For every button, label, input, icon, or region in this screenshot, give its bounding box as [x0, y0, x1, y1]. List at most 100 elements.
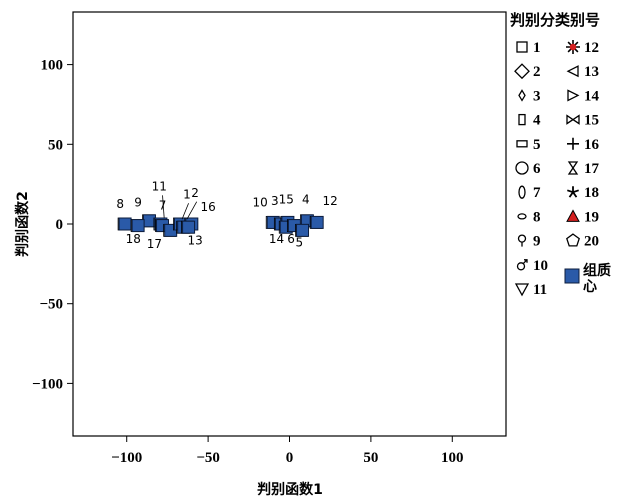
x-tick-label: −50: [196, 450, 220, 466]
point-label: 3: [271, 194, 279, 208]
legend-item: 12: [566, 40, 599, 56]
legend-label: 19: [584, 209, 599, 225]
triangle-down-icon: [514, 283, 530, 297]
point-label: 12: [323, 194, 338, 208]
small-diamond-icon: [518, 89, 526, 102]
point-label: 15: [279, 192, 294, 206]
female-symbol-icon: [517, 234, 527, 243]
x-axis: −100 −50 0 50 100: [111, 436, 464, 466]
legend-label: 17: [584, 161, 600, 177]
legend-item: 1: [516, 40, 541, 56]
legend: 判别分类别号 1234567891011121314151617181920组质…: [510, 11, 611, 298]
starburst-icon: [566, 40, 580, 54]
point-label: 13: [187, 234, 202, 248]
legend-item: 2: [514, 63, 541, 80]
legend-title: 判别分类别号: [510, 11, 600, 29]
point-label: 4: [302, 192, 310, 206]
legend-item: 19: [566, 209, 599, 225]
point-label: 1: [183, 187, 191, 201]
legend-label: 组质心: [583, 262, 611, 295]
starburst-center-icon: [569, 43, 577, 51]
wide-rectangle-icon: [516, 140, 528, 148]
square-icon: [516, 41, 528, 53]
horizontal-ellipse-icon: [517, 213, 527, 220]
centroid-legend-icon: [564, 268, 580, 284]
point-label: 17: [147, 237, 162, 251]
leader-line: [181, 203, 189, 220]
vertical-ellipse-icon: [518, 185, 526, 199]
point-label: 14: [269, 232, 284, 246]
point-label: 18: [126, 232, 141, 246]
legend-label: 18: [584, 185, 599, 201]
male-symbol-icon: [516, 262, 526, 271]
y-tick-label: 100: [41, 58, 64, 74]
point-label: 11: [152, 180, 167, 194]
y-tick-label: −100: [32, 376, 63, 392]
legend-label: 20: [584, 234, 599, 250]
legend-label: 15: [584, 113, 599, 129]
triangle-left-icon: [566, 65, 579, 78]
legend-item: 11: [514, 282, 547, 298]
y-tick-label: 50: [48, 137, 63, 153]
legend-label: 13: [584, 64, 599, 80]
legend-label: 14: [584, 88, 600, 104]
x-tick-label: 0: [286, 450, 294, 466]
bowtie-icon: [566, 114, 575, 125]
legend-label: 11: [533, 282, 547, 298]
x-axis-title: 判别函数1: [257, 481, 323, 498]
legend-label: 9: [533, 234, 541, 250]
bowtie-icon: [571, 114, 580, 125]
legend-label: 2: [533, 64, 541, 80]
legend-label: 5: [533, 137, 541, 153]
hourglass-icon: [567, 161, 579, 175]
legend-label: 8: [533, 209, 541, 225]
legend-label: 3: [533, 88, 541, 104]
legend-item: 18: [567, 185, 599, 201]
legend-item: 13: [566, 64, 599, 80]
legend-item: 17: [567, 161, 600, 177]
legend-label: 7: [533, 185, 541, 201]
legend-label: 16: [584, 137, 600, 153]
legend-item: 6: [515, 161, 541, 177]
y-tick-label: −50: [39, 297, 63, 313]
legend-label: 10: [533, 258, 548, 274]
point-label: 16: [200, 200, 215, 214]
circle-icon: [515, 161, 529, 175]
point-label: 8: [116, 197, 124, 211]
legend-label-line: 组质: [583, 262, 611, 279]
triangle-right-icon: [567, 89, 580, 102]
centroid-marker: [310, 215, 324, 229]
legend-item: 16: [567, 137, 600, 153]
asterisk-star-icon: [567, 186, 579, 198]
legend-label: 6: [533, 161, 541, 177]
legend-item: 8: [517, 209, 541, 225]
tall-rectangle-icon: [518, 113, 526, 126]
male-symbol-icon: [523, 259, 528, 264]
point-label: 5: [295, 235, 303, 249]
y-tick-label: 0: [56, 217, 64, 233]
pentagon-icon: [566, 233, 580, 247]
point-label: 2: [191, 186, 199, 200]
legend-item: 9: [517, 234, 541, 250]
centroid-marker: [182, 220, 196, 234]
point-label: 7: [159, 199, 167, 213]
legend-item: 4: [518, 113, 541, 129]
legend-label: 1: [533, 40, 541, 56]
legend-item: 20: [566, 233, 599, 250]
legend-item: 3: [518, 88, 541, 104]
point-label: 9: [134, 195, 142, 209]
point-label: 6: [287, 232, 295, 246]
legend-item: 15: [566, 113, 599, 129]
centroid-marker: [296, 223, 310, 237]
legend-item: 组质心: [564, 262, 611, 295]
legend-item: 5: [516, 137, 541, 153]
legend-item: 14: [567, 88, 600, 104]
diamond-icon: [514, 63, 530, 80]
leader-line: [186, 201, 198, 220]
centroid-marker: [131, 219, 145, 233]
x-tick-label: 50: [363, 450, 378, 466]
y-axis: 100 50 0 −50 −100: [32, 58, 73, 392]
plus-icon: [567, 137, 579, 150]
